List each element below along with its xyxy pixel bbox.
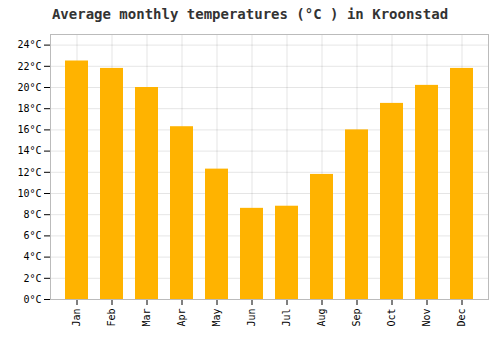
- svg-text:20°C: 20°C: [17, 82, 41, 93]
- svg-text:8°C: 8°C: [23, 209, 41, 220]
- svg-text:Jun: Jun: [246, 309, 257, 327]
- svg-text:Dec: Dec: [456, 309, 467, 327]
- svg-text:Feb: Feb: [106, 309, 117, 327]
- svg-text:Sep: Sep: [351, 309, 362, 327]
- svg-text:0°C: 0°C: [23, 294, 41, 305]
- svg-text:6°C: 6°C: [23, 230, 41, 241]
- svg-text:2°C: 2°C: [23, 273, 41, 284]
- svg-text:24°C: 24°C: [17, 39, 41, 50]
- svg-text:16°C: 16°C: [17, 124, 41, 135]
- svg-text:4°C: 4°C: [23, 251, 41, 262]
- svg-text:May: May: [211, 309, 222, 327]
- svg-text:Mar: Mar: [141, 309, 152, 327]
- svg-text:Jul: Jul: [281, 309, 292, 327]
- svg-text:Aug: Aug: [316, 309, 327, 327]
- svg-text:Apr: Apr: [176, 309, 187, 327]
- svg-text:Oct: Oct: [386, 309, 397, 327]
- svg-text:14°C: 14°C: [17, 145, 41, 156]
- svg-text:18°C: 18°C: [17, 103, 41, 114]
- svg-text:10°C: 10°C: [17, 188, 41, 199]
- svg-text:12°C: 12°C: [17, 167, 41, 178]
- svg-text:Jan: Jan: [71, 309, 82, 327]
- svg-text:Nov: Nov: [421, 309, 432, 327]
- svg-text:22°C: 22°C: [17, 61, 41, 72]
- html-text:Average monthly temperatures (: Average monthly temperatures (°C ) in Kr…: [51, 6, 449, 22]
